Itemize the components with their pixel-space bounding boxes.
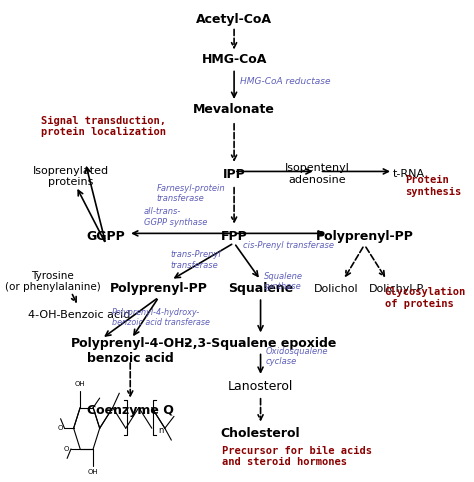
Text: Signal transduction,
protein localization: Signal transduction, protein localizatio… xyxy=(41,116,165,137)
Text: Acetyl-CoA: Acetyl-CoA xyxy=(196,13,272,26)
Text: Cholesterol: Cholesterol xyxy=(221,428,301,441)
Text: OH: OH xyxy=(75,381,85,388)
Text: 2,3-Squalene epoxide: 2,3-Squalene epoxide xyxy=(184,337,337,350)
Text: Tyrosine
(or phenylalanine): Tyrosine (or phenylalanine) xyxy=(5,271,100,292)
Text: Oxidosqualene
cyclase: Oxidosqualene cyclase xyxy=(266,347,328,366)
Text: Polyprenyl-4-OH-
benzoic acid: Polyprenyl-4-OH- benzoic acid xyxy=(71,336,190,364)
Text: GGPP: GGPP xyxy=(86,230,125,243)
Text: all-trans-
GGPP synthase: all-trans- GGPP synthase xyxy=(144,207,207,227)
Text: Polyprenyl-PP: Polyprenyl-PP xyxy=(110,282,208,295)
Text: cis-Prenyl transferase: cis-Prenyl transferase xyxy=(243,241,334,250)
Text: FPP: FPP xyxy=(221,230,247,243)
Text: Farnesyl-protein
transferase: Farnesyl-protein transferase xyxy=(157,184,225,203)
Text: Precursor for bile acids
and steroid hormones: Precursor for bile acids and steroid hor… xyxy=(222,445,372,467)
Text: Squalene
synthase: Squalene synthase xyxy=(264,272,303,291)
Text: O: O xyxy=(57,425,63,431)
Text: O: O xyxy=(64,446,69,452)
Text: HMG-CoA: HMG-CoA xyxy=(201,54,267,67)
Text: Protein
synthesis: Protein synthesis xyxy=(405,175,461,197)
Text: 4-OH-Benzoic acid: 4-OH-Benzoic acid xyxy=(28,310,130,320)
Text: Glycosylation
of proteins: Glycosylation of proteins xyxy=(385,287,466,309)
Text: Isoprenylated
proteins: Isoprenylated proteins xyxy=(33,166,109,187)
Text: trans-Prenyl
transferase: trans-Prenyl transferase xyxy=(171,250,222,270)
Text: n: n xyxy=(158,427,164,435)
Text: Dolichyl-P: Dolichyl-P xyxy=(369,283,425,294)
Text: t-RNA: t-RNA xyxy=(393,169,425,179)
Text: OH: OH xyxy=(88,469,99,475)
Text: IPP: IPP xyxy=(223,168,246,181)
Text: Polyprenyl-PP: Polyprenyl-PP xyxy=(316,230,413,243)
Text: Polyprenyl-4-hydroxy-
benzoic acid transferase: Polyprenyl-4-hydroxy- benzoic acid trans… xyxy=(112,308,210,327)
Text: Isopentenyl
adenosine: Isopentenyl adenosine xyxy=(285,163,350,185)
Text: Lanosterol: Lanosterol xyxy=(228,380,293,393)
Text: Squalene: Squalene xyxy=(228,282,293,295)
Text: Coenzyme Q: Coenzyme Q xyxy=(87,403,173,416)
Text: Mevalonate: Mevalonate xyxy=(193,104,275,117)
Text: HMG-CoA reductase: HMG-CoA reductase xyxy=(240,77,331,86)
Text: Dolichol: Dolichol xyxy=(314,283,358,294)
